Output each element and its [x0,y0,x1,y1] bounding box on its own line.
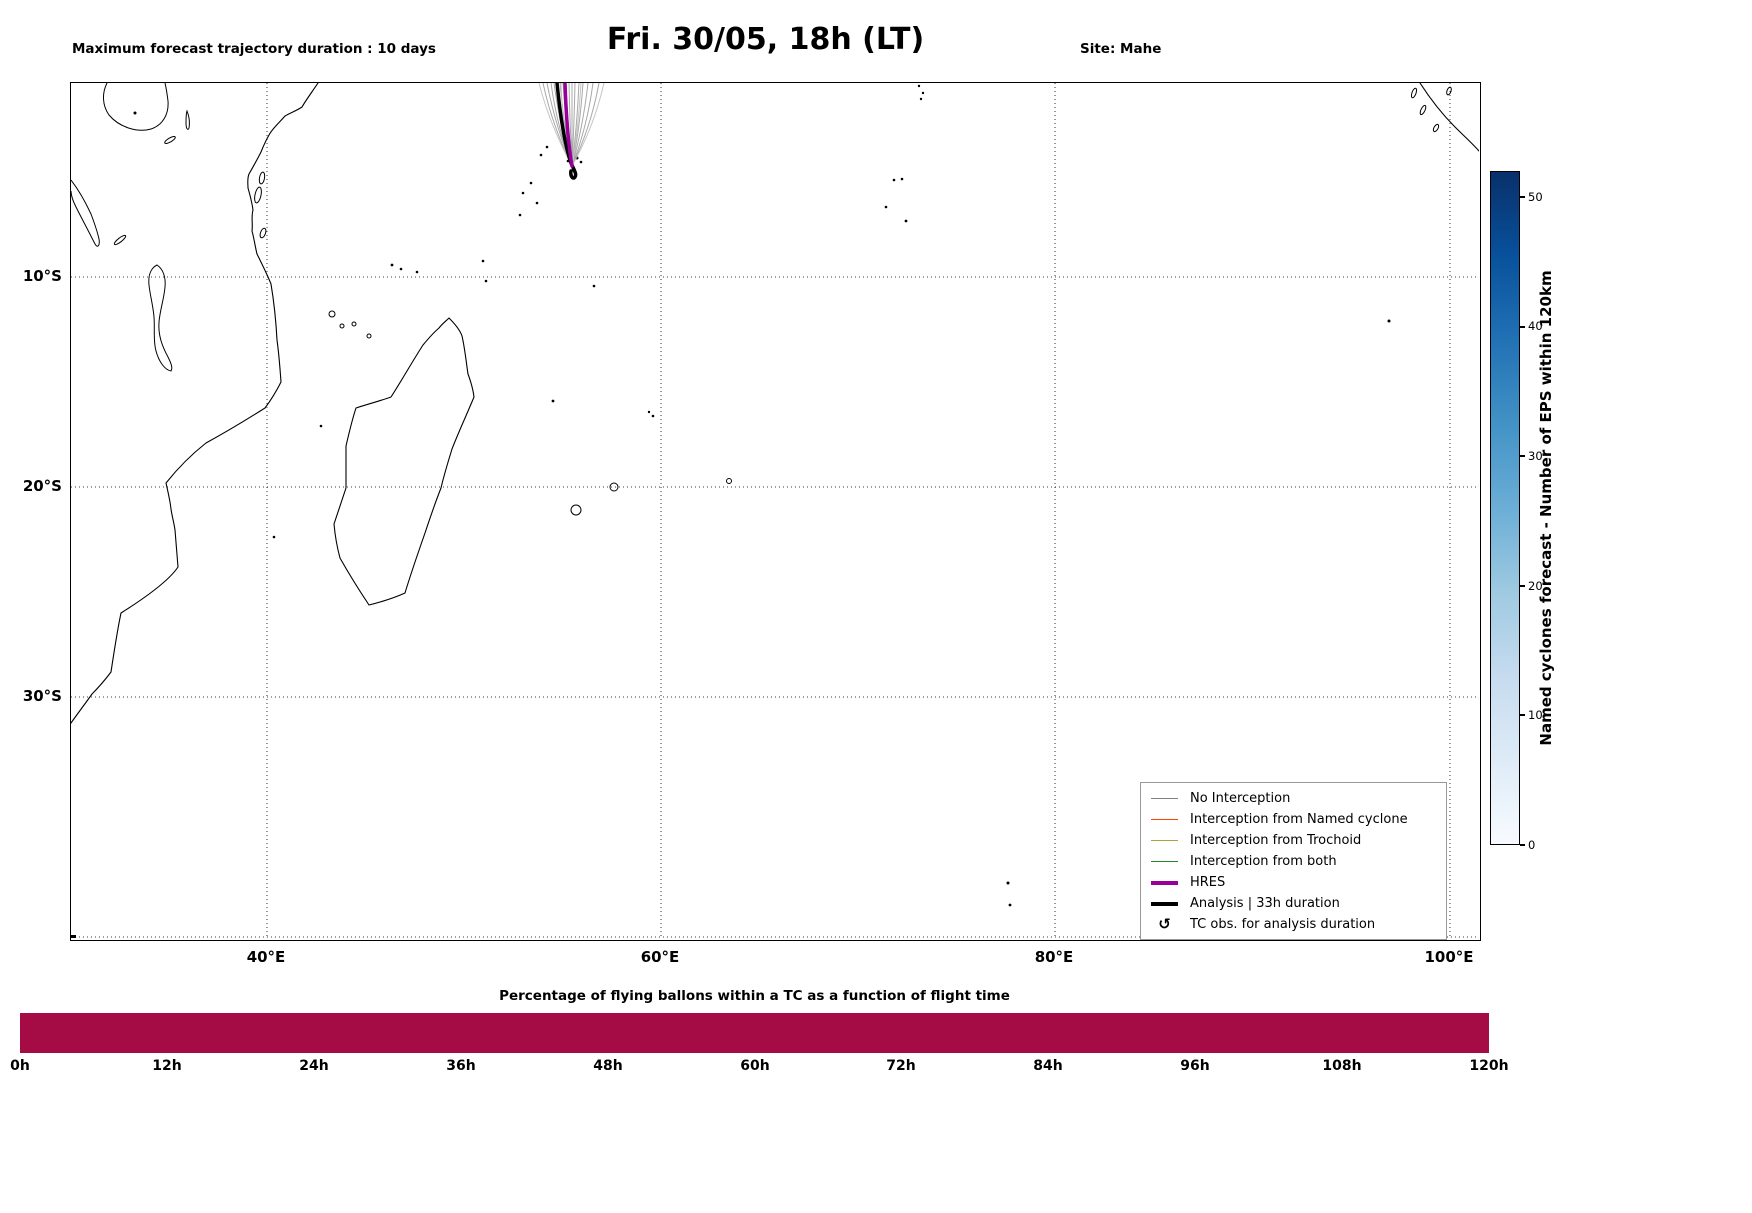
colorbar-tick-30: 30 [1528,449,1543,463]
max-duration-text: Maximum forecast trajectory duration : 1… [72,41,436,57]
olive-line-swatch [1151,840,1178,841]
colorbar-tick-40: 40 [1528,319,1543,333]
time-tick-120h: 120h [1469,1058,1509,1074]
time-tick-36h: 36h [446,1058,476,1074]
legend-item-both: Interception from both [1141,851,1446,872]
trajectory-analysis [555,83,578,180]
colorbar-tick-20: 20 [1528,579,1543,593]
time-tick-48h: 48h [593,1058,623,1074]
colorbar-tickmark [1520,326,1525,328]
legend-item-analysis: Analysis | 33h duration [1141,893,1446,914]
time-tick-12h: 12h [152,1058,182,1074]
colorbar [1490,171,1520,845]
green-line-swatch [1151,861,1178,862]
time-tick-108h: 108h [1322,1058,1362,1074]
figure-title: Fri. 30/05, 18h (LT) [606,22,925,57]
time-tick-84h: 84h [1033,1058,1063,1074]
time-tick-60h: 60h [740,1058,770,1074]
gray-line-swatch [1151,798,1178,799]
colorbar-tickmark [1520,585,1525,587]
bottom-chart-title: Percentage of flying ballons within a TC… [499,988,1010,1004]
gridlines [71,83,1479,939]
colorbar-tickmark [1520,455,1525,457]
y-tick-20s: 20°S [22,477,62,495]
colorbar-label: Named cyclones forecast - Number of EPS … [1537,270,1555,746]
y-tick-10s: 10°S [22,267,62,285]
map-legend: No Interception Interception from Named … [1140,782,1447,940]
map-plot: No Interception Interception from Named … [70,82,1481,941]
legend-item-tc-obs: ↺ TC obs. for analysis duration [1141,914,1446,935]
coastlines [71,83,1479,724]
trajectory-hres [563,83,574,168]
legend-item-trochoid: Interception from Trochoid [1141,830,1446,851]
tc-percentage-bar [20,1013,1489,1053]
x-tick-80e: 80°E [1034,948,1074,966]
x-tick-60e: 60°E [640,948,680,966]
orange-line-swatch [1151,819,1178,820]
map-canvas [71,83,1479,939]
time-tick-0h: 0h [10,1058,30,1074]
purple-line-swatch [1151,880,1178,885]
colorbar-tick-10: 10 [1528,708,1543,722]
black-line-swatch [1151,901,1178,906]
colorbar-tick-0: 0 [1528,838,1536,852]
colorbar-tickmark [1520,844,1525,846]
legend-item-named-cyclone: Interception from Named cyclone [1141,809,1446,830]
tc-obs-rotation-icon: ↺ [1158,915,1171,933]
legend-item-hres: HRES [1141,872,1446,893]
island-specks [71,84,1391,938]
lakes [71,83,190,372]
x-tick-40e: 40°E [246,948,286,966]
colorbar-tickmark [1520,196,1525,198]
time-tick-24h: 24h [299,1058,329,1074]
islands [254,86,1452,516]
legend-item-no-interception: No Interception [1141,788,1446,809]
site-text: Site: Mahe [1080,41,1162,57]
x-tick-100e: 100°E [1424,948,1474,966]
time-tick-96h: 96h [1180,1058,1210,1074]
colorbar-tickmark [1520,714,1525,716]
colorbar-tick-50: 50 [1528,190,1543,204]
y-tick-30s: 30°S [22,687,62,705]
time-tick-72h: 72h [886,1058,916,1074]
